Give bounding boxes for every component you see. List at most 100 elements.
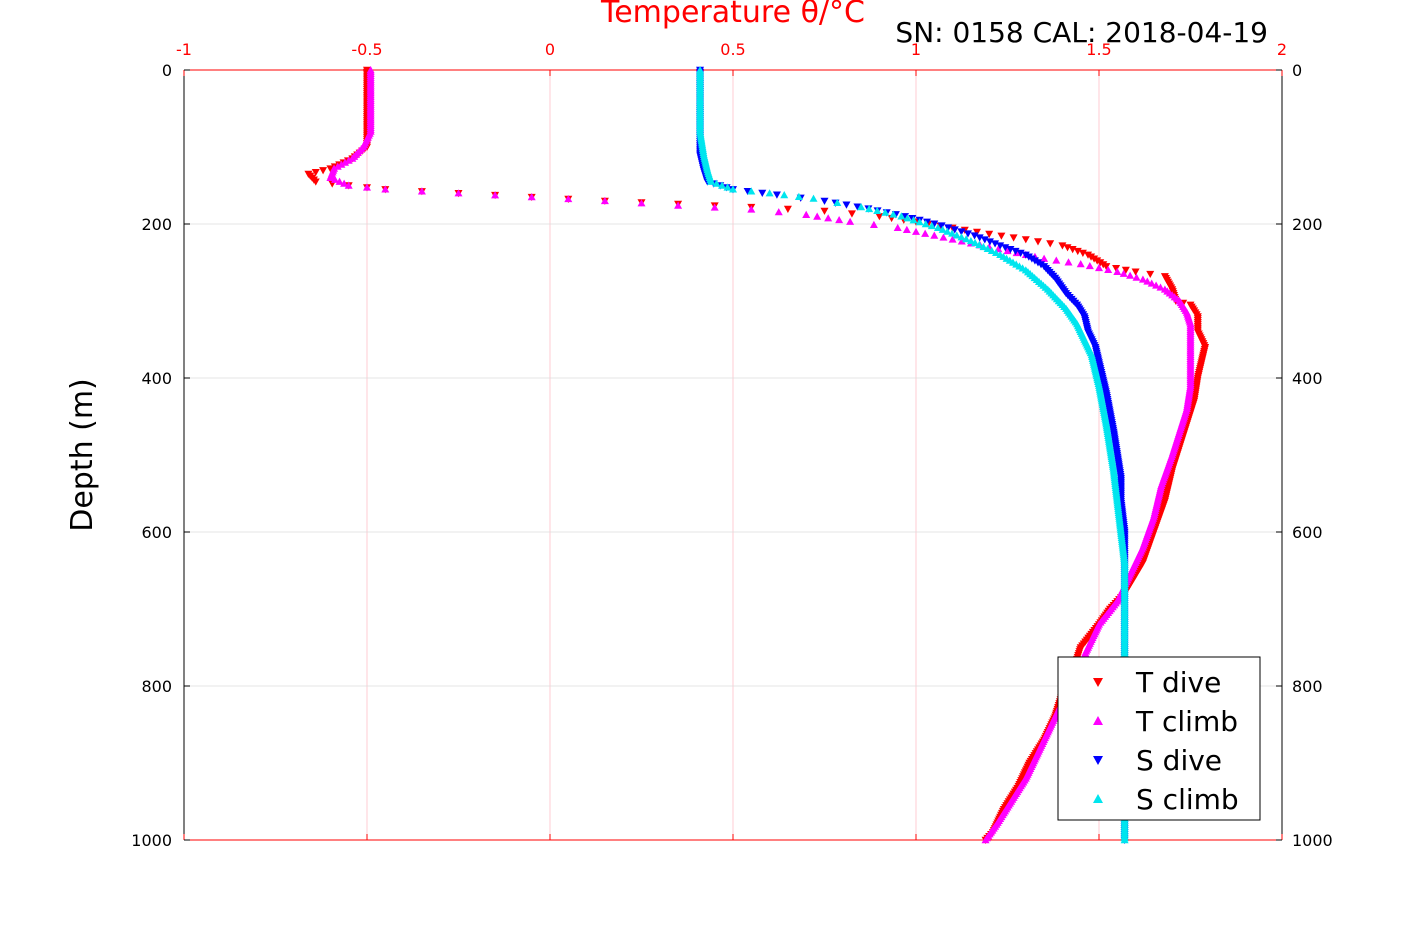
data-point bbox=[1095, 263, 1103, 272]
data-point bbox=[869, 220, 878, 228]
calibration-annotation: SN: 0158 CAL: 2018-04-19 bbox=[895, 16, 1268, 49]
data-point bbox=[1112, 264, 1121, 273]
data-point bbox=[983, 244, 992, 253]
data-point bbox=[975, 240, 984, 249]
data-point bbox=[970, 232, 979, 240]
data-point bbox=[985, 238, 994, 246]
legend-marker bbox=[1093, 716, 1103, 725]
data-point bbox=[1119, 269, 1128, 277]
data-point bbox=[311, 168, 320, 177]
data-point bbox=[809, 194, 818, 202]
data-point bbox=[780, 190, 789, 199]
data-point bbox=[772, 191, 781, 199]
y-tick-label-left: 600 bbox=[141, 523, 172, 542]
data-point bbox=[1064, 258, 1073, 266]
legend-box bbox=[1057, 656, 1261, 821]
data-point bbox=[991, 248, 1000, 257]
data-point bbox=[980, 236, 989, 244]
data-point bbox=[991, 240, 1000, 248]
data-point bbox=[1131, 268, 1140, 276]
data-point bbox=[1120, 836, 1129, 844]
data-point bbox=[1073, 247, 1082, 256]
data-point bbox=[897, 212, 906, 220]
data-point bbox=[921, 220, 930, 228]
data-point bbox=[930, 220, 939, 228]
y-tick-label-left: 200 bbox=[141, 215, 172, 234]
data-point bbox=[637, 199, 646, 207]
legend-marker bbox=[1093, 794, 1103, 803]
data-point bbox=[948, 229, 957, 237]
x-tick-label: 1 bbox=[911, 40, 921, 59]
data-point bbox=[774, 208, 783, 216]
data-point bbox=[747, 205, 756, 213]
data-point bbox=[1085, 261, 1094, 270]
data-point bbox=[1068, 246, 1077, 254]
data-point bbox=[564, 194, 573, 203]
data-point bbox=[527, 193, 536, 201]
legend-label: S dive bbox=[1136, 744, 1222, 777]
data-point bbox=[996, 242, 1005, 250]
y-tick-label-left: 0 bbox=[162, 61, 172, 80]
data-point bbox=[1143, 277, 1152, 285]
data-point bbox=[1156, 283, 1165, 291]
data-point bbox=[417, 187, 426, 195]
data-point bbox=[921, 229, 930, 237]
data-point bbox=[944, 224, 953, 232]
data-point bbox=[381, 185, 390, 193]
data-point bbox=[1126, 271, 1135, 279]
y-tick-label-right: 200 bbox=[1292, 215, 1323, 234]
data-point bbox=[600, 196, 609, 205]
y-tick-label-right: 0 bbox=[1292, 61, 1302, 80]
x-tick-label: 0 bbox=[545, 40, 555, 59]
data-point bbox=[1104, 265, 1113, 274]
legend: T dive T climb S dive S climb bbox=[1057, 656, 1261, 821]
data-point bbox=[987, 246, 996, 255]
y-tick-label-left: 1000 bbox=[131, 831, 172, 850]
data-point bbox=[794, 192, 803, 200]
data-point bbox=[901, 213, 910, 221]
data-point bbox=[938, 225, 947, 233]
data-point bbox=[1121, 266, 1130, 274]
data-point bbox=[857, 203, 866, 211]
data-point bbox=[326, 173, 335, 181]
data-point bbox=[1078, 249, 1087, 257]
data-point bbox=[729, 185, 737, 193]
data-point bbox=[1006, 246, 1015, 254]
data-point bbox=[948, 235, 957, 243]
data-point bbox=[1152, 281, 1161, 289]
x-tick-label: 2 bbox=[1277, 40, 1287, 59]
data-point bbox=[743, 187, 752, 196]
data-point bbox=[975, 234, 984, 242]
data-point bbox=[950, 226, 959, 234]
data-point bbox=[363, 183, 371, 191]
legend-marker bbox=[1093, 756, 1103, 765]
data-point bbox=[747, 187, 756, 195]
data-point bbox=[1016, 249, 1025, 257]
data-point bbox=[927, 221, 936, 230]
data-point bbox=[340, 179, 349, 187]
data-point bbox=[330, 175, 339, 183]
data-point bbox=[952, 231, 961, 239]
data-point bbox=[1102, 263, 1111, 271]
data-point bbox=[943, 227, 952, 235]
data-point bbox=[915, 218, 924, 226]
data-point bbox=[1063, 244, 1072, 252]
data-point bbox=[893, 223, 902, 232]
data-point bbox=[1076, 260, 1085, 268]
data-point bbox=[326, 165, 335, 173]
data-point bbox=[1132, 273, 1141, 281]
data-point bbox=[889, 210, 898, 218]
data-point bbox=[1113, 267, 1122, 275]
data-point bbox=[491, 191, 500, 199]
data-point bbox=[1147, 279, 1156, 287]
y-axis-title: Depth (m) bbox=[65, 378, 100, 532]
data-point bbox=[758, 189, 767, 197]
data-point bbox=[311, 178, 320, 186]
data-point bbox=[1009, 234, 1018, 242]
data-point bbox=[802, 210, 811, 218]
data-point bbox=[820, 197, 829, 205]
y-tick-label-right: 400 bbox=[1292, 369, 1323, 388]
data-point bbox=[881, 208, 890, 216]
